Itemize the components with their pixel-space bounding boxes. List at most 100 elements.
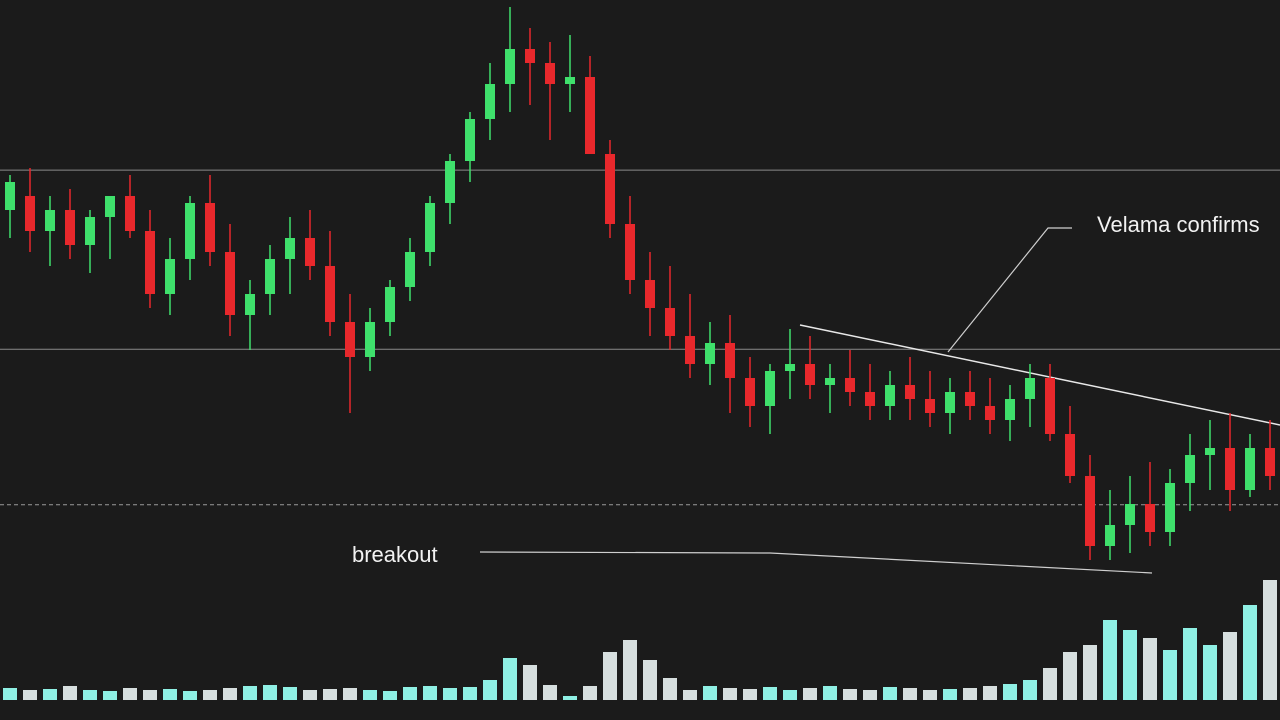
candle-body (205, 203, 215, 252)
volume-bar (983, 686, 997, 700)
volume-bar (403, 687, 417, 700)
volume-bar (43, 689, 57, 700)
candle-body (545, 63, 555, 84)
volume-bar (423, 686, 437, 700)
candle-body (1185, 455, 1195, 483)
volume-bar (623, 640, 637, 700)
candle-body (745, 378, 755, 406)
volume-bar (23, 690, 37, 700)
volume-bar (183, 691, 197, 700)
candle-body (1025, 378, 1035, 399)
candle-body (465, 119, 475, 161)
candle-body (1245, 448, 1255, 490)
volume-bar (203, 690, 217, 700)
candle-body (725, 343, 735, 378)
candle-body (625, 224, 635, 280)
candle-body (25, 196, 35, 231)
volume-bar (143, 690, 157, 700)
volume-bar (103, 691, 117, 700)
candle-body (1065, 434, 1075, 476)
volume-bar (323, 689, 337, 700)
candle-body (385, 287, 395, 322)
volume-bar (1183, 628, 1197, 700)
volume-bar (163, 689, 177, 700)
volume-bar (443, 688, 457, 700)
volume-bar (1083, 645, 1097, 700)
volume-bar (743, 689, 757, 700)
candle-body (5, 182, 15, 210)
volume-bar (523, 665, 537, 700)
volume-bar (63, 686, 77, 700)
candle-body (445, 161, 455, 203)
candle-body (705, 343, 715, 364)
volume-bar (1223, 632, 1237, 700)
volume-bar (83, 690, 97, 700)
candle-body (685, 336, 695, 364)
candle-body (945, 392, 955, 413)
volume-bar (583, 686, 597, 700)
volume-bar (843, 689, 857, 700)
candle-body (1145, 504, 1155, 532)
volume-bar (503, 658, 517, 700)
candle-body (485, 84, 495, 119)
volume-bar (563, 696, 577, 700)
levels (0, 169, 1280, 506)
candle-body (965, 392, 975, 406)
candle-body (985, 406, 995, 420)
candle-body (225, 252, 235, 315)
volume-bar (463, 687, 477, 700)
candle-body (645, 280, 655, 308)
candle-body (405, 252, 415, 287)
candle-body (785, 364, 795, 371)
candle-body (1265, 448, 1275, 476)
volume-bar (1243, 605, 1257, 700)
candle-body (825, 378, 835, 385)
volume-bar (1063, 652, 1077, 700)
candle-body (265, 259, 275, 294)
candle-body (905, 385, 915, 399)
candle-body (1105, 525, 1115, 546)
volume-bar (603, 652, 617, 700)
volume-bar (1143, 638, 1157, 700)
candle-body (1225, 448, 1235, 490)
volume-bar (1163, 650, 1177, 700)
candle-body (165, 259, 175, 294)
candle-body (1125, 504, 1135, 525)
candle-body (345, 322, 355, 357)
volume-bar (723, 688, 737, 700)
candle-body (1005, 399, 1015, 420)
volume-bar (1203, 645, 1217, 700)
volume-bar (483, 680, 497, 700)
leader-line (947, 227, 1072, 353)
candle-body (665, 308, 675, 336)
volume-bar (803, 688, 817, 700)
candle-body (85, 217, 95, 245)
volume-bar (643, 660, 657, 700)
candles (5, 7, 1275, 560)
candle-body (125, 196, 135, 231)
candle-body (585, 77, 595, 154)
volume-bar (3, 688, 17, 700)
volume-bar (783, 690, 797, 700)
volume-bar (543, 685, 557, 700)
volume-bar (763, 687, 777, 700)
candle-body (565, 77, 575, 84)
trendline (799, 324, 1280, 426)
annotation: breakout (352, 542, 438, 567)
candle-body (45, 210, 55, 231)
volume-bar (383, 691, 397, 700)
volume-bar (1003, 684, 1017, 700)
volume-bar (1043, 668, 1057, 700)
candle-body (765, 371, 775, 406)
candle-body (925, 399, 935, 413)
volume-bar (283, 687, 297, 700)
candle-body (845, 378, 855, 392)
volume-bar (923, 690, 937, 700)
candle-body (145, 231, 155, 294)
volume-bar (343, 688, 357, 700)
volumes (3, 580, 1277, 700)
candle-body (1085, 476, 1095, 546)
candle-body (885, 385, 895, 406)
